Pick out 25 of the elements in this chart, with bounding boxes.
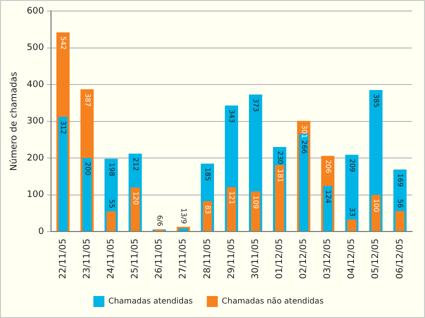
x-tick-label: 30/11/05 (250, 238, 261, 279)
x-tick-label: 02/12/05 (299, 238, 310, 279)
y-tick-label: 400 (26, 80, 44, 90)
x-tick-label: 25/11/05 (130, 238, 141, 279)
legend-label: Chamadas atendidas (108, 296, 193, 306)
x-tick-label: 01/12/05 (274, 238, 285, 279)
y-tick-label: 300 (26, 116, 44, 127)
x-tick-label: 27/11/05 (178, 238, 189, 279)
y-tick-label: 600 (26, 6, 44, 16)
x-tick-label: 22/11/05 (58, 238, 68, 279)
x-tick-label: 04/12/05 (347, 238, 358, 279)
y-tick-label: 0 (38, 226, 44, 237)
legend-label: Chamadas não atendidas (222, 296, 324, 306)
x-tick-label: 28/11/05 (202, 238, 213, 279)
y-axis-title: Número de chamadas (8, 71, 20, 171)
x-tick-label: 29/11/05 (226, 238, 237, 279)
x-tick-label: 26/11/05 (154, 238, 165, 279)
x-tick-label: 06/12/05 (395, 238, 406, 279)
y-tick-label: 100 (26, 190, 44, 200)
y-tick-label: 200 (26, 153, 44, 164)
x-tick-label: 05/12/05 (371, 238, 382, 279)
x-tick-label: 24/11/05 (106, 238, 116, 279)
x-tick-label: 03/12/05 (323, 238, 334, 279)
x-tick-label: 23/11/05 (82, 238, 92, 279)
y-tick-label: 500 (26, 43, 44, 54)
